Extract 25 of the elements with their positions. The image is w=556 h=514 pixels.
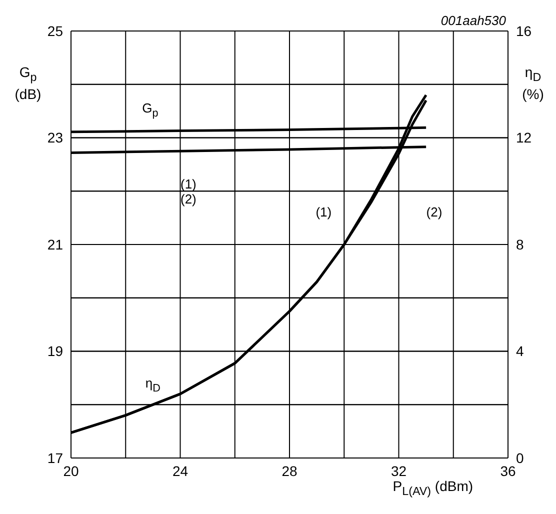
annotation: (2) — [180, 192, 196, 207]
annotation: η$_{D}$ — [145, 376, 160, 395]
y-tick-label: 23 — [47, 130, 64, 146]
x-tick-label: 24 — [172, 462, 188, 479]
y-axis-title: G$_{p}$ (dB) — [14, 64, 42, 103]
x-tick-label: 36 — [500, 462, 516, 479]
y2-tick-label: 0 — [516, 450, 524, 466]
x-tick-label: 32 — [390, 462, 407, 479]
y2-tick-label: 12 — [516, 130, 532, 146]
annotation: G$_{p}$ — [142, 100, 158, 120]
y2-tick-label: 8 — [516, 236, 524, 252]
y-tick-label: 17 — [47, 450, 64, 466]
x-tick-label: 20 — [63, 462, 79, 479]
y2-tick-label: 16 — [516, 22, 532, 39]
text: 001aah530 — [440, 13, 506, 28]
annotation: (2) — [426, 204, 442, 220]
annotation: (1) — [316, 204, 332, 220]
y-tick-label: 21 — [47, 236, 64, 252]
x-axis-title: P$_{L(AV)}$ (dBm) — [392, 478, 474, 498]
y2-axis-title: η$_{D}$ (%) — [521, 64, 545, 103]
annotation: (1) — [180, 176, 196, 192]
x-tick-label: 28 — [282, 462, 298, 479]
y2-tick-label: 4 — [516, 343, 524, 360]
y-tick-label: 19 — [47, 343, 64, 360]
y-tick-label: 25 — [47, 22, 64, 39]
